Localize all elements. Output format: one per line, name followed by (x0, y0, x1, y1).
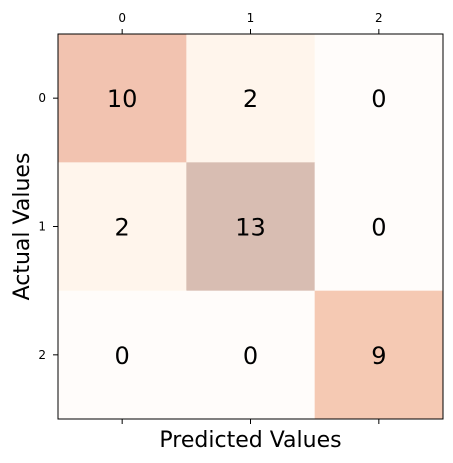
cell-value-0-1: 2 (243, 85, 258, 113)
cell-value-0-2: 0 (371, 85, 386, 113)
heatmap-cell-2-0 (58, 290, 187, 420)
heatmap-cell-0-1 (186, 34, 316, 163)
cell-value-0-0: 10 (107, 85, 138, 113)
cell-value-labels: 10 2 0 2 13 0 0 0 9 (107, 85, 387, 370)
cell-value-2-0: 0 (115, 342, 130, 370)
heatmap-cell-0-2 (314, 34, 444, 163)
y-tick-label-1: 1 (38, 220, 46, 234)
cell-value-1-1: 13 (235, 214, 266, 242)
y-tick-label-0: 0 (38, 91, 46, 105)
x-axis-label: Predicted Values (159, 428, 341, 453)
heatmap-cell-2-1 (186, 290, 316, 420)
x-tick-label-2: 2 (375, 11, 383, 25)
cell-value-2-2: 9 (371, 342, 386, 370)
y-axis-label: Actual Values (10, 153, 35, 301)
heatmap-cell-1-0 (58, 162, 187, 292)
heatmap-cells (58, 34, 444, 420)
y-tick-label-2: 2 (38, 348, 46, 362)
x-tick-label-1: 1 (247, 11, 255, 25)
cell-value-2-1: 0 (243, 342, 258, 370)
axis-ticks: 0 1 2 0 1 2 (38, 11, 383, 424)
cell-value-1-2: 0 (371, 214, 386, 242)
heatmap-cell-1-1 (186, 162, 316, 292)
heatmap-cell-1-2 (314, 162, 444, 292)
cell-value-1-0: 2 (115, 214, 130, 242)
heatmap-cell-2-2 (314, 290, 444, 420)
heatmap-cell-0-0 (58, 34, 187, 163)
x-tick-label-0: 0 (118, 11, 126, 25)
